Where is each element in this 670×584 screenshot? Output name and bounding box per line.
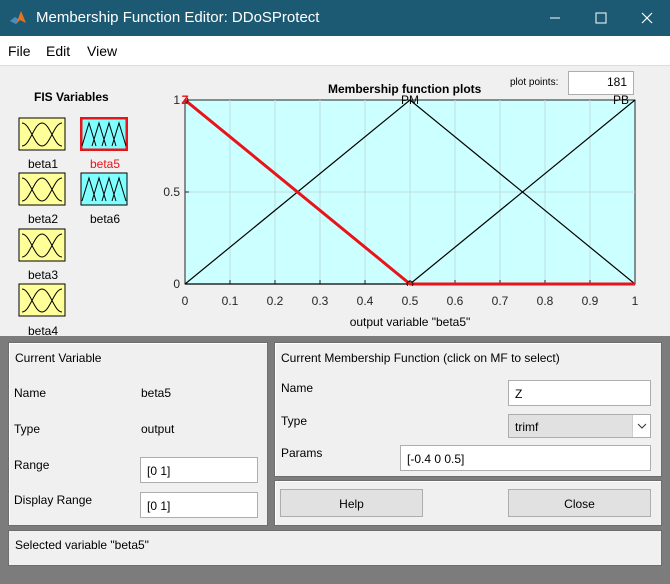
- close-button[interactable]: Close: [508, 489, 651, 517]
- y-tick-label: 0: [173, 277, 180, 291]
- x-tick-label: 0.2: [267, 294, 284, 308]
- mf-vertex-marker[interactable]: [182, 97, 189, 104]
- x-axis-label: output variable "beta5": [350, 315, 471, 329]
- variable-icon-beta4[interactable]: [18, 283, 66, 317]
- membership-plot[interactable]: 0 0.1 0.2 0.3 0.4 0.5 0.6 0.7 0.8 0.9 1 0 0.5 1 PM PB Z…: [0, 66, 670, 336]
- cv-name-value: beta5: [141, 386, 172, 400]
- close-icon: [641, 12, 653, 24]
- variable-label-beta3: beta3: [27, 268, 59, 282]
- close-window-button[interactable]: [624, 0, 670, 36]
- help-button[interactable]: Help: [280, 489, 423, 517]
- bottom-panel: Current Variable Name beta5 Type output …: [0, 336, 670, 584]
- mf-params-label: Params: [281, 446, 323, 460]
- mf-type-select[interactable]: trimf: [508, 414, 651, 438]
- menu-bar: File Edit View: [0, 36, 670, 66]
- variable-label-beta5: beta5: [89, 157, 121, 171]
- input-variable-icon: [18, 117, 66, 151]
- mf-params-input[interactable]: [-0.4 0 0.5]: [400, 445, 651, 471]
- x-tick-label: 0.8: [537, 294, 554, 308]
- variable-icon-beta6[interactable]: [80, 172, 128, 206]
- input-variable-icon: [18, 283, 66, 317]
- x-tick-label: 0.7: [492, 294, 509, 308]
- variable-icon-beta1[interactable]: [18, 117, 66, 151]
- cv-type-value: output: [141, 422, 175, 436]
- matlab-app-icon: [10, 11, 26, 24]
- y-tick-label: 1: [173, 93, 180, 107]
- x-tick-label: 0.3: [312, 294, 329, 308]
- current-mf-panel: Current Membership Function (click on MF…: [274, 342, 662, 477]
- mf-label-pb: PB: [613, 93, 629, 107]
- mf-type-value: trimf: [515, 420, 539, 434]
- cv-type-label: Type: [14, 422, 41, 436]
- x-tick-label: 0.5: [402, 294, 419, 308]
- minimize-button[interactable]: [532, 0, 578, 36]
- x-tick-label: 0.6: [447, 294, 464, 308]
- mf-type-label: Type: [281, 414, 308, 428]
- x-tick-label: 0: [182, 294, 189, 308]
- mf-label-pm: PM: [401, 93, 419, 107]
- x-tick-label: 0.1: [222, 294, 239, 308]
- variable-label-beta2: beta2: [27, 212, 59, 226]
- minimize-icon: [550, 17, 560, 19]
- maximize-button[interactable]: [578, 0, 624, 36]
- menu-edit[interactable]: Edit: [46, 43, 71, 59]
- mf-name-input[interactable]: Z: [508, 380, 651, 406]
- mf-name-label: Name: [281, 381, 314, 395]
- variable-icon-beta5[interactable]: [80, 117, 128, 151]
- current-variable-panel: Current Variable Name beta5 Type output …: [8, 342, 268, 526]
- button-panel: Help Close: [274, 480, 662, 526]
- chevron-down-icon: [632, 415, 650, 437]
- title-bar: Membership Function Editor: DDoSProtect: [0, 0, 670, 36]
- variable-label-beta4: beta4: [27, 324, 59, 338]
- input-variable-icon: [18, 172, 66, 206]
- fis-variables-title: FIS Variables: [34, 90, 109, 104]
- x-tick-label: 0.4: [357, 294, 374, 308]
- mf-vertex-marker[interactable]: [406, 280, 414, 287]
- input-variable-icon: [18, 228, 66, 262]
- mf-line-pm[interactable]: [185, 99, 635, 285]
- editor-client-area: FIS Variables beta1 beta5 beta2 beta6 be…: [0, 66, 670, 584]
- range-input[interactable]: [0 1]: [140, 457, 258, 483]
- variable-icon-beta2[interactable]: [18, 172, 66, 206]
- output-variable-icon: [80, 172, 128, 206]
- menu-file[interactable]: File: [8, 43, 31, 59]
- status-bar: Selected variable "beta5": [8, 530, 662, 566]
- window-title: Membership Function Editor: DDoSProtect: [36, 9, 320, 26]
- mf-line-z[interactable]: [185, 98, 635, 286]
- variable-icon-beta3[interactable]: [18, 228, 66, 262]
- variable-label-beta6: beta6: [89, 212, 121, 226]
- plot-title: Membership function plots: [328, 82, 482, 96]
- plot-points-label: plot points:: [510, 77, 559, 88]
- mf-label-z: Z: [181, 93, 188, 107]
- variable-label-beta1: beta1: [27, 157, 59, 171]
- cv-range-label: Range: [14, 458, 50, 472]
- x-tick-label: 0.9: [582, 294, 599, 308]
- output-variable-icon: [80, 117, 128, 151]
- x-tick-label: 1: [632, 294, 639, 308]
- maximize-icon: [595, 12, 607, 24]
- cv-display-range-label: Display Range: [14, 493, 93, 507]
- y-tick-label: 0.5: [163, 185, 180, 199]
- current-variable-title: Current Variable: [15, 351, 102, 365]
- menu-view[interactable]: View: [87, 43, 118, 59]
- display-range-input[interactable]: [0 1]: [140, 492, 258, 518]
- cv-name-label: Name: [14, 386, 47, 400]
- plot-points-input[interactable]: 181: [568, 71, 634, 95]
- current-mf-title: Current Membership Function (click on MF…: [281, 351, 560, 365]
